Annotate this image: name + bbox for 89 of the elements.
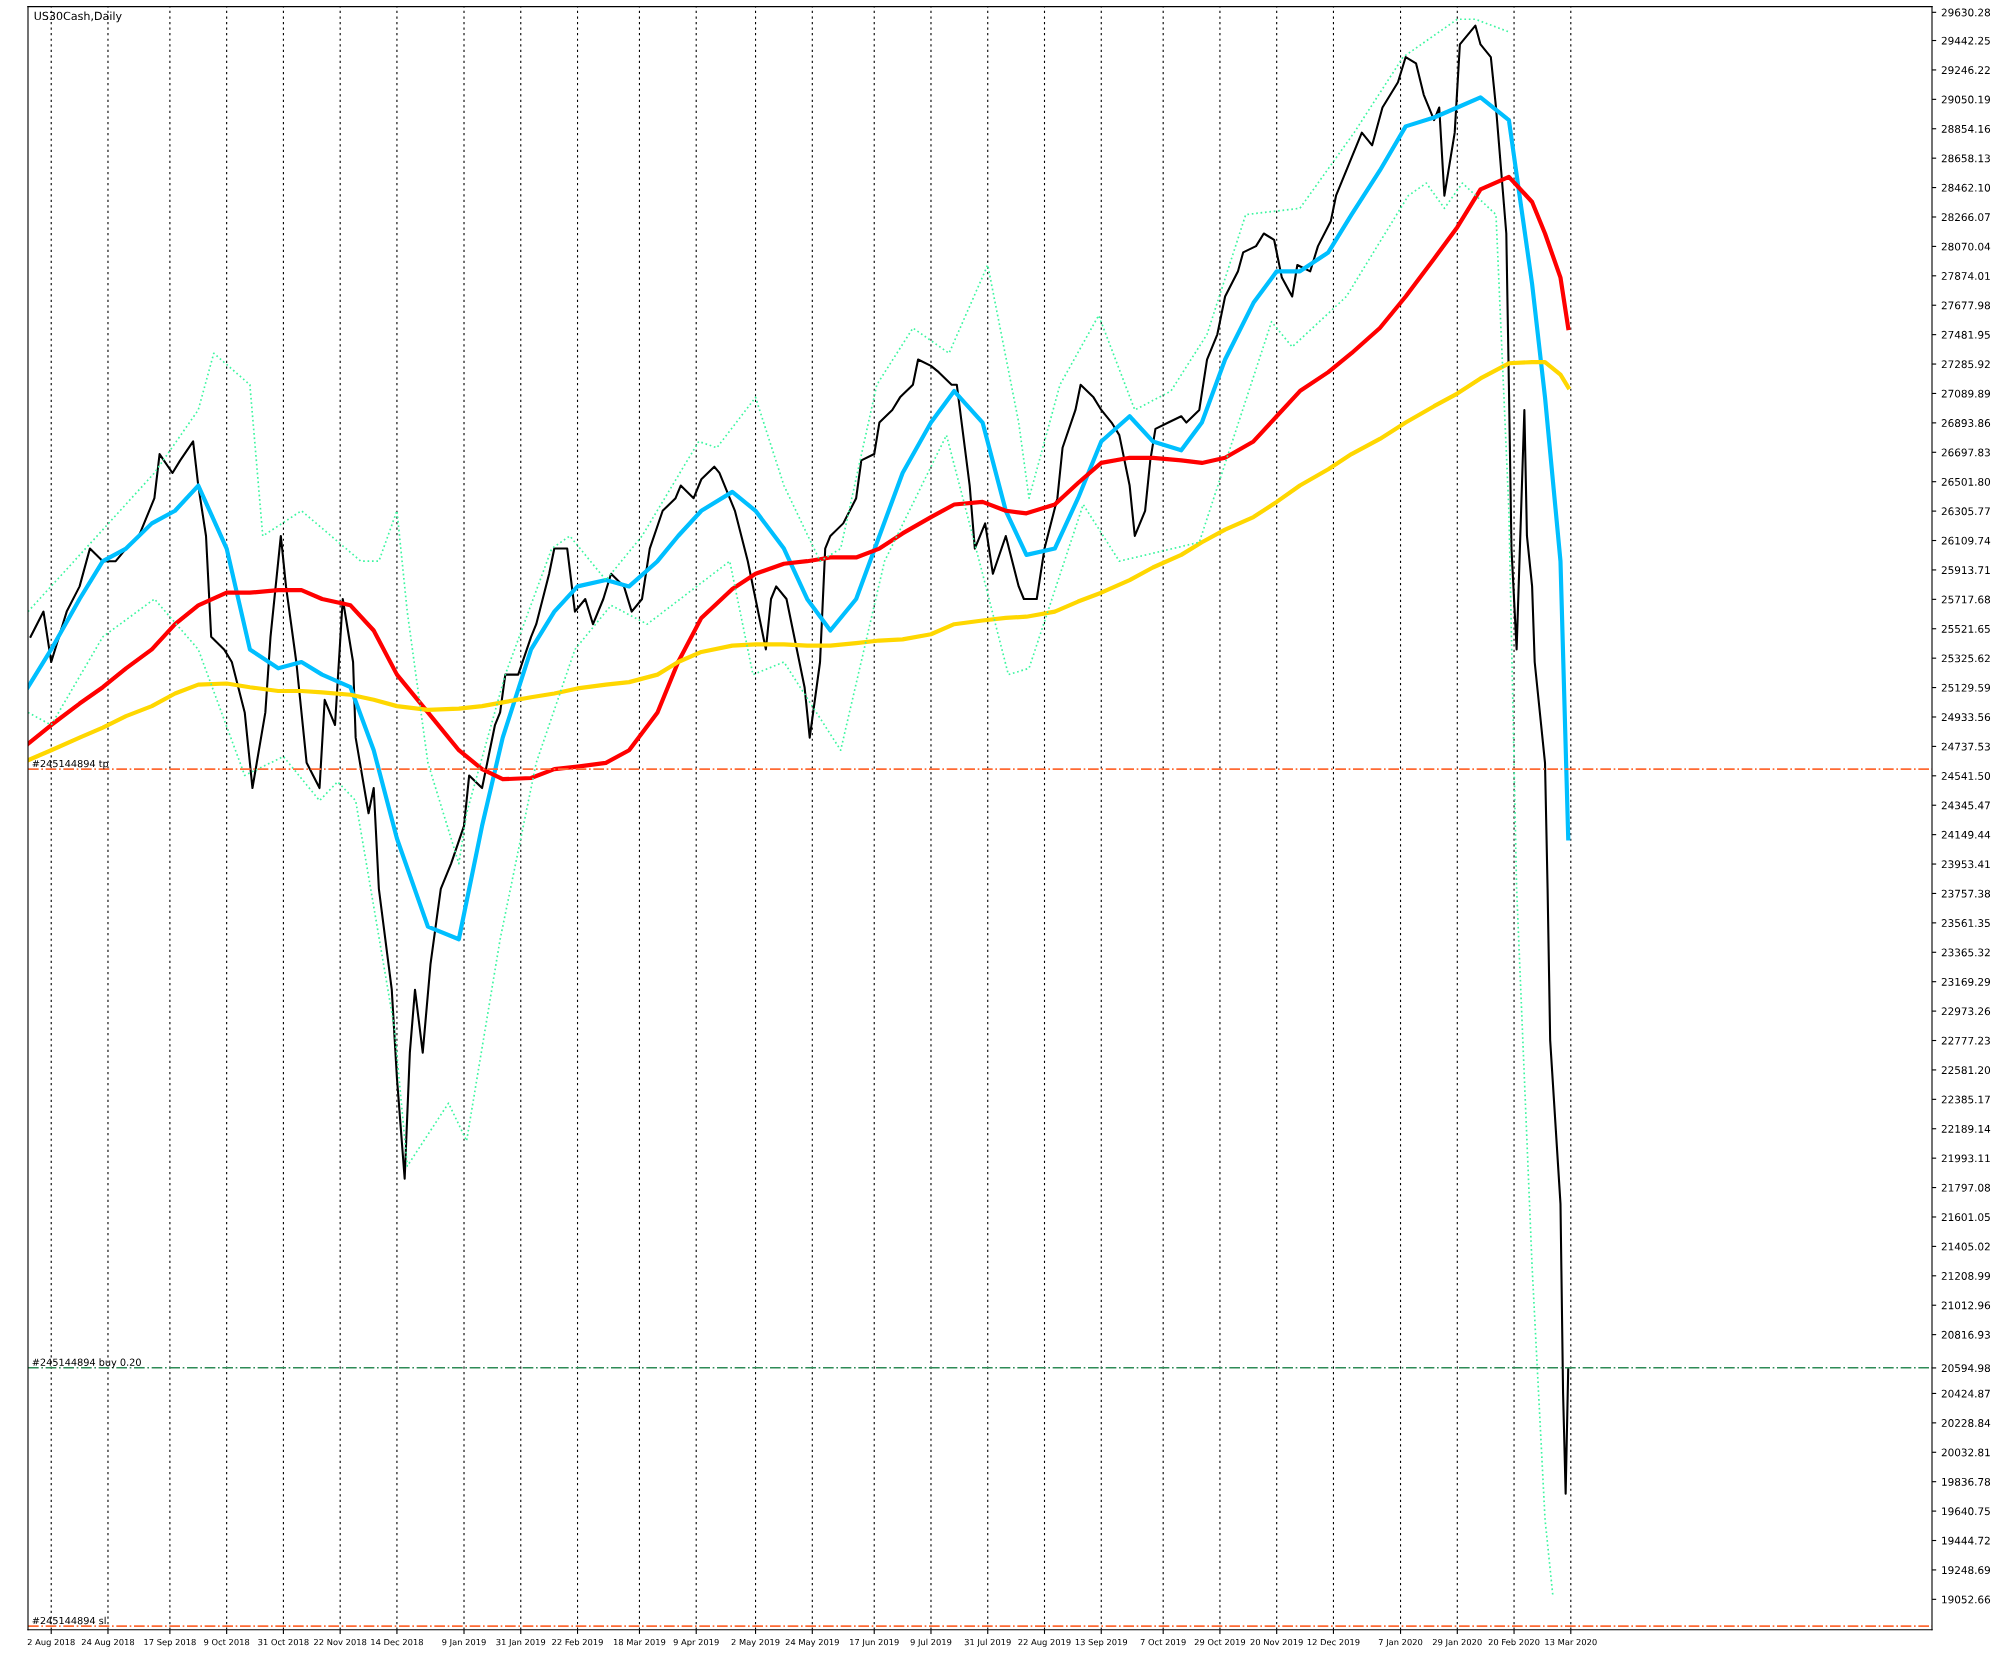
x-tick-label: 24 May 2019: [785, 1638, 839, 1647]
y-tick-label: 26305.77: [1941, 507, 1990, 516]
y-tick-label: 22385.17: [1941, 1095, 1990, 1104]
x-tick-label: 12 Dec 2019: [1307, 1638, 1360, 1646]
y-tick-label: 21601.05: [1941, 1213, 1990, 1222]
y-tick-label: 29246.22: [1941, 66, 1990, 75]
y-tick-label: 20228.84: [1941, 1419, 1991, 1427]
y-tick-label: 29630.28: [1941, 8, 1991, 17]
y-tick-label: 19248.69: [1942, 1566, 1990, 1575]
x-tick-label: 2 May 2019: [731, 1638, 780, 1647]
y-tick-label: 24737.53: [1941, 742, 1990, 751]
x-tick-label: 29 Oct 2019: [1194, 1638, 1246, 1646]
y-tick-label: 27089.89: [1941, 389, 1990, 398]
x-tick-label: 31 Oct 2018: [258, 1638, 309, 1646]
y-tick-label: 22581.20: [1941, 1066, 1991, 1075]
y-tick-label: 23365.32: [1941, 948, 1990, 957]
y-tick-label: 21797.08: [1941, 1183, 1991, 1192]
y-tick-label: 21012.96: [1941, 1301, 1991, 1310]
x-tick-label: 20 Nov 2019: [1250, 1638, 1303, 1646]
y-tick-label: 19836.78: [1942, 1477, 1991, 1486]
x-tick-label: 29 Jan 2020: [1432, 1638, 1482, 1647]
y-tick-label: 21208.99: [1941, 1272, 1990, 1280]
y-tick-label: 29050.19: [1941, 95, 1990, 104]
y-tick-label: 27874.01: [1941, 272, 1990, 280]
ref-line-label: #245144894 sl: [32, 1616, 106, 1625]
y-tick-label: 24541.50: [1941, 772, 1991, 780]
y-tick-label: 29442.25: [1941, 36, 1990, 45]
y-tick-label: 26501.80: [1941, 477, 1991, 486]
y-tick-label: 23757.38: [1941, 889, 1991, 898]
x-tick-label: 20 Feb 2020: [1488, 1638, 1540, 1646]
y-tick-label: 20594.98: [1941, 1364, 1991, 1373]
line-series: [28, 174, 1571, 782]
y-tick-label: 19640.75: [1942, 1507, 1990, 1516]
y-tick-label: 19444.72: [1942, 1536, 1990, 1545]
ref-line-label: #245144894 buy 0.20: [32, 1358, 141, 1368]
y-tick-label: 24149.44: [1941, 830, 1991, 839]
x-tick-label: 9 Apr 2019: [673, 1638, 719, 1647]
line-series: [28, 95, 1571, 942]
x-tick-label: 17 Sep 2018: [144, 1638, 196, 1647]
x-tick-label: 17 Jun 2019: [850, 1638, 899, 1647]
y-tick-label: 21993.11: [1941, 1154, 1990, 1163]
y-tick-label: 24933.56: [1941, 713, 1991, 722]
x-tick-label: 18 Mar 2019: [613, 1638, 666, 1646]
y-tick-label: 21405.02: [1941, 1242, 1990, 1251]
y-tick-label: 27677.98: [1941, 301, 1991, 310]
x-tick-label: 31 Jan 2019: [496, 1638, 546, 1647]
x-tick-label: 9 Jan 2019: [442, 1638, 486, 1647]
y-tick-label: 24345.47: [1941, 801, 1990, 810]
y-tick-label: 28854.16: [1941, 124, 1991, 133]
y-tick-label: 25325.62: [1941, 654, 1990, 663]
y-tick-label: 25913.71: [1941, 566, 1990, 575]
y-tick-label: 23169.29: [1941, 977, 1990, 986]
x-tick-label: 14 Dec 2018: [371, 1638, 423, 1646]
y-tick-label: 22189.14: [1941, 1124, 1991, 1133]
y-tick-label: 23561.35: [1941, 919, 1990, 927]
x-tick-label: 31 Jul 2019: [964, 1638, 1011, 1647]
y-tick-label: 20816.93: [1941, 1330, 1990, 1339]
y-tick-label: 25129.59: [1941, 683, 1990, 692]
y-tick-label: 27285.92: [1941, 360, 1990, 369]
line-series: [28, 182, 1554, 1596]
y-tick-label: 26697.83: [1941, 448, 1990, 457]
y-tick-label: 26109.74: [1941, 536, 1991, 545]
y-tick-label: 20424.87: [1941, 1389, 1990, 1398]
x-tick-label: 9 Oct 2018: [204, 1638, 250, 1646]
y-tick-label: 22973.26: [1941, 1007, 1991, 1016]
y-tick-label: 28462.10: [1941, 183, 1991, 192]
x-tick-label: 9 Jul 2019: [910, 1638, 952, 1647]
y-tick-label: 22777.23: [1941, 1036, 1990, 1045]
y-tick-label: 20032.81: [1941, 1448, 1990, 1457]
chart-title: US30Cash,Daily: [34, 11, 122, 23]
x-tick-label: 13 Sep 2019: [1075, 1638, 1128, 1647]
x-tick-label: 2 Aug 2018: [27, 1638, 75, 1647]
y-tick-label: 19052.66: [1942, 1595, 1991, 1604]
y-tick-label: 23953.41: [1941, 860, 1990, 869]
y-tick-label: 25521.65: [1941, 624, 1990, 633]
y-tick-label: 27481.95: [1941, 330, 1990, 339]
y-tick-label: 25717.68: [1941, 595, 1991, 604]
x-tick-label: 22 Feb 2019: [552, 1638, 603, 1646]
y-tick-label: 26893.86: [1941, 419, 1991, 427]
y-tick-label: 28070.04: [1941, 242, 1991, 251]
x-tick-label: 22 Aug 2019: [1018, 1638, 1071, 1647]
x-tick-label: 7 Jan 2020: [1378, 1638, 1423, 1647]
x-tick-label: 22 Nov 2018: [314, 1638, 367, 1646]
y-tick-label: 28658.13: [1941, 154, 1990, 163]
x-tick-label: 13 Mar 2020: [1545, 1638, 1597, 1646]
x-tick-label: 24 Aug 2018: [81, 1638, 135, 1647]
x-tick-label: 7 Oct 2019: [1140, 1638, 1186, 1646]
ref-line-label: #245144894 tp: [32, 759, 109, 770]
y-tick-label: 28266.07: [1941, 213, 1990, 222]
